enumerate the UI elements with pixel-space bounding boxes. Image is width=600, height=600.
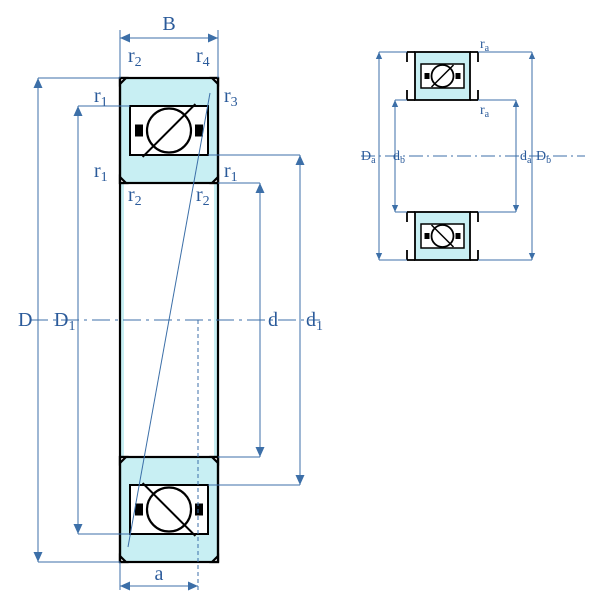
label-ra-top: ra <box>480 37 490 54</box>
diagram-shape <box>392 100 398 107</box>
diagram-shape <box>256 447 265 457</box>
label-r4: r4 <box>196 45 210 70</box>
diagram-shape <box>425 73 430 79</box>
label-db: db <box>393 149 405 166</box>
diagram-shape <box>208 34 218 43</box>
diagram-shape <box>195 125 203 137</box>
diagram-shape <box>256 183 265 193</box>
label-Db: Db <box>536 149 551 166</box>
diagram-shape <box>120 582 130 591</box>
diagram-shape <box>513 205 519 212</box>
label-Da: Da <box>361 149 376 166</box>
diagram-shape <box>392 205 398 212</box>
label-r2-top: r2 <box>128 45 142 70</box>
label-r1-br: r1 <box>224 160 238 185</box>
diagram-shape <box>456 73 461 79</box>
diagram-shape <box>529 52 535 59</box>
diagram-shape <box>135 125 143 137</box>
diagram-shape <box>296 155 305 165</box>
diagram-shape <box>376 253 382 260</box>
diagram-shape <box>34 78 43 88</box>
diagram-shape <box>376 52 382 59</box>
label-da: da <box>520 149 532 166</box>
label-r3: r3 <box>224 85 238 110</box>
diagram-shape <box>296 475 305 485</box>
diagram-shape <box>456 233 461 239</box>
diagram-shape <box>74 524 83 534</box>
diagram-shape <box>135 504 143 516</box>
label-d: d <box>268 309 278 331</box>
label-r1-tl: r1 <box>94 85 108 110</box>
label-D: D <box>18 309 32 331</box>
diagram-shape <box>188 582 198 591</box>
label-ra-bot: ra <box>480 103 490 120</box>
label-a: a <box>155 563 164 585</box>
label-D1: D1 <box>54 309 75 334</box>
diagram-shape <box>74 106 83 116</box>
diagram-shape <box>425 233 430 239</box>
diagram-shape <box>120 34 130 43</box>
diagram-shape <box>34 552 43 562</box>
diagram-shape <box>513 100 519 107</box>
diagram-shape <box>195 504 203 516</box>
label-r1-bl: r1 <box>94 160 108 185</box>
label-B: B <box>162 13 175 35</box>
label-d1: d1 <box>306 309 323 334</box>
diagram-shape <box>529 253 535 260</box>
